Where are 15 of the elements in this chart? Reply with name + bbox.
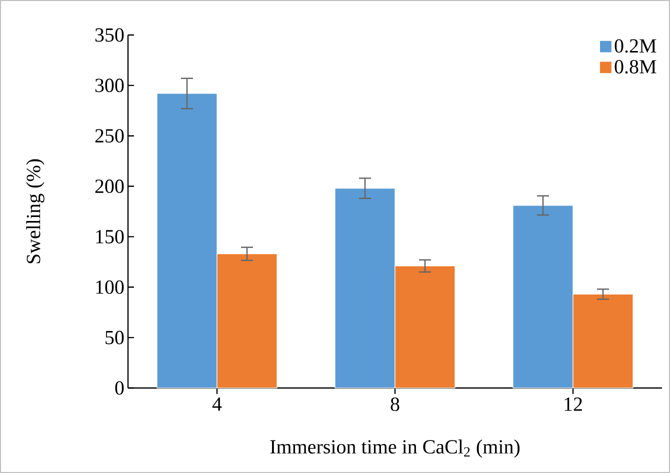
- y-axis-title: Swelling (%): [26, 159, 44, 264]
- y-tick-label: 150: [96, 230, 124, 244]
- x-tick-label: 8: [390, 398, 400, 412]
- x-tick-label: 4: [212, 398, 222, 411]
- y-tick-label: 100: [96, 280, 124, 294]
- y-tick-label: 200: [95, 180, 124, 194]
- y-tick-label: 0: [115, 381, 124, 395]
- x-axis-title: Immersion time in CaCl$_{2}$ (min): [270, 440, 520, 458]
- x-tick-label: 12: [564, 398, 582, 411]
- y-tick-label: 250: [95, 129, 124, 143]
- y-tick-label: 300: [95, 78, 124, 92]
- y-tick-label: 350: [95, 28, 124, 42]
- legend-label: 0.2M: [614, 39, 656, 53]
- legend-label: 0.8M: [614, 60, 656, 74]
- y-tick-label: 50: [106, 330, 124, 344]
